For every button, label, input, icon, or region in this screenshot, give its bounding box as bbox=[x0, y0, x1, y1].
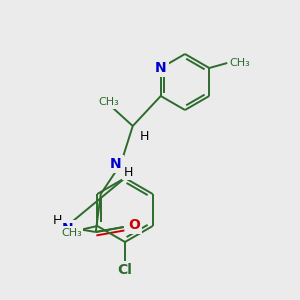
Text: H: H bbox=[124, 166, 134, 178]
Text: N: N bbox=[110, 157, 122, 171]
Text: H: H bbox=[53, 214, 62, 227]
Text: CH₃: CH₃ bbox=[229, 58, 250, 68]
Text: H: H bbox=[140, 130, 149, 142]
Text: O: O bbox=[128, 218, 140, 232]
Text: CH₃: CH₃ bbox=[61, 228, 82, 238]
Text: CH₃: CH₃ bbox=[98, 97, 119, 107]
Text: N: N bbox=[155, 61, 167, 75]
Text: N: N bbox=[62, 222, 74, 236]
Text: Cl: Cl bbox=[118, 263, 132, 277]
